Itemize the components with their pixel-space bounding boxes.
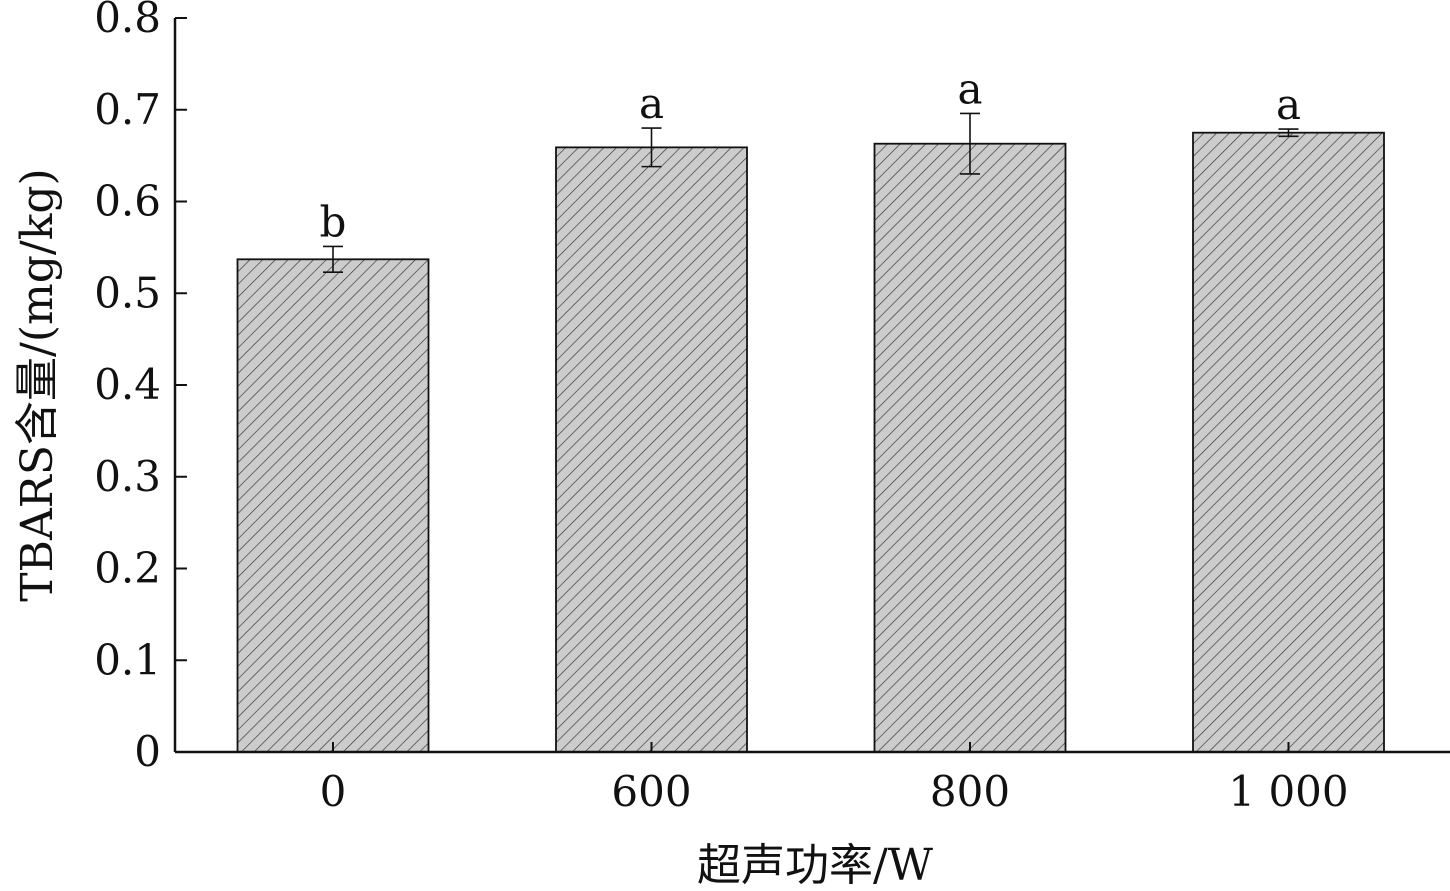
x-tick-label: 1 000	[1228, 767, 1348, 816]
y-axis-title: TBARS含量/(mg/kg)	[12, 168, 63, 601]
y-tick-label: 0.2	[94, 544, 161, 593]
x-tick-label: 0	[320, 767, 347, 816]
y-tick-label: 0.6	[94, 177, 161, 226]
bar-0	[236, 258, 430, 753]
significance-letter: a	[957, 64, 982, 113]
significance-letter: a	[1276, 80, 1301, 129]
x-tick-label: 800	[930, 767, 1010, 816]
y-tick-label: 0.5	[94, 268, 161, 317]
bar-600	[555, 146, 748, 753]
x-tick-label: 600	[611, 767, 691, 816]
significance-letter: b	[320, 197, 347, 246]
bar-1000	[1192, 131, 1385, 753]
y-tick-label: 0.3	[94, 452, 161, 501]
y-tick-label: 0.1	[94, 635, 161, 684]
bar-800	[873, 142, 1067, 753]
significance-letter: a	[639, 79, 664, 128]
y-tick-label: 0.8	[94, 0, 161, 42]
y-tick-label: 0	[134, 727, 161, 776]
x-axis-title: 超声功率/W	[697, 840, 934, 891]
y-tick-label: 0.7	[94, 85, 161, 134]
y-tick-label: 0.4	[94, 360, 161, 409]
